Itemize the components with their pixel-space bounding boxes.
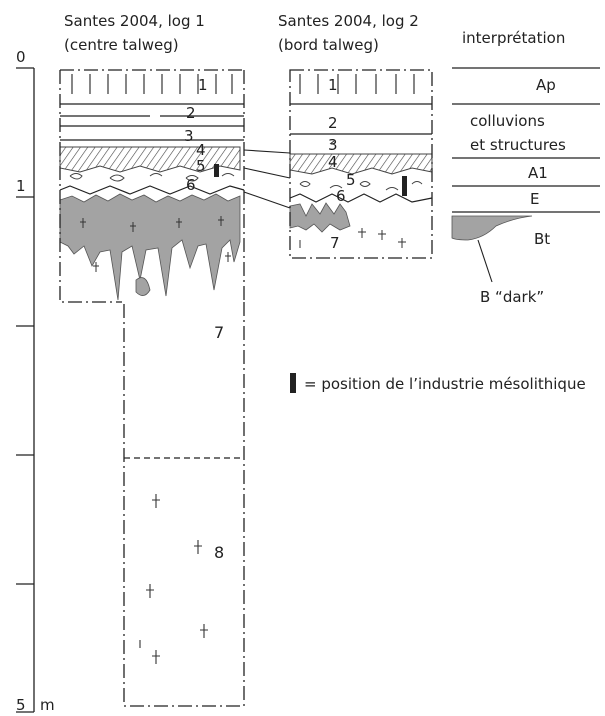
interp-e: E [530, 190, 539, 208]
legend-text: = position de l’industrie mésolithique [304, 375, 586, 393]
interpretation-title: interprétation [462, 29, 565, 47]
log2-layer-7: 7 [330, 234, 340, 252]
legend-marker [290, 373, 296, 393]
log1-layer-2: 2 [186, 104, 196, 122]
interp-colluvions-line2: et structures [470, 136, 566, 154]
depth-scale: 0 1 5 m [16, 48, 55, 714]
interp-bt-dark-shape [451, 215, 533, 241]
log2-layer-3: 3 [328, 136, 338, 154]
log1-dark-horizon [59, 193, 241, 301]
log2-layer-4: 4 [328, 153, 338, 171]
log2-layer-2: 2 [328, 114, 338, 132]
log1-subtitle: (centre talweg) [64, 36, 179, 54]
depth-unit: m [40, 696, 55, 714]
log1-layer-1: 1 [198, 76, 208, 94]
log2-artefact-marker [402, 176, 407, 196]
log2-layer-6: 6 [336, 187, 346, 205]
interp-ap: Ap [536, 76, 556, 94]
depth-label-0: 0 [16, 48, 26, 66]
depth-label-1: 1 [16, 177, 26, 195]
log1-layer-5: 5 [196, 157, 206, 175]
log1-layer-7: 7 [214, 323, 224, 342]
log2-layer-5: 5 [346, 171, 356, 189]
log2-dark-horizon [289, 202, 351, 233]
interpretation-column [451, 67, 600, 283]
interp-colluvions-line1: colluvions [470, 112, 545, 130]
log1-layer-8: 8 [214, 543, 224, 562]
log1-layer-4: 4 [196, 141, 206, 159]
log2-layer-1: 1 [328, 76, 338, 94]
depth-label-5: 5 [16, 696, 26, 714]
log1-title: Santes 2004, log 1 [64, 12, 205, 30]
log1-layer-6: 6 [186, 176, 196, 194]
log2-subtitle: (bord talweg) [278, 36, 379, 54]
log2-title: Santes 2004, log 2 [278, 12, 419, 30]
log2-column [289, 69, 433, 259]
log1-artefact-marker [214, 164, 219, 177]
log1-layer-3: 3 [184, 127, 194, 145]
interp-a1: A1 [528, 164, 548, 182]
log1-column [59, 69, 245, 707]
interp-b-dark: B “dark” [480, 288, 544, 306]
interp-bt: Bt [534, 230, 550, 248]
